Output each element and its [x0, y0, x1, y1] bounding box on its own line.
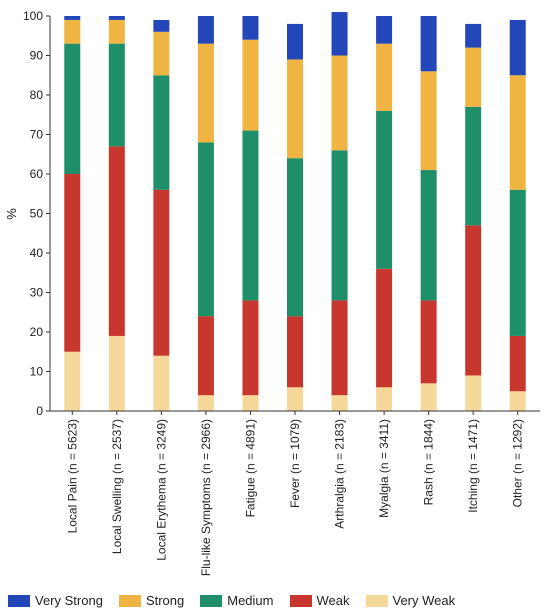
y-tick-label: 70 — [30, 128, 44, 142]
legend-swatch — [289, 594, 312, 607]
x-tick-label: Flu-like Symptoms (n = 2966) — [199, 419, 213, 576]
legend-label: Medium — [227, 593, 274, 608]
bar-segment-strong — [153, 31, 170, 76]
y-tick-label: 100 — [23, 9, 43, 23]
bar-segment-strong — [331, 55, 348, 151]
bar-segment-medium — [376, 110, 393, 269]
bar-segment-weak — [242, 300, 259, 396]
legend-item-very-weak: Very Weak — [365, 593, 456, 608]
legend-swatch — [8, 594, 30, 607]
x-tick-label: Other (n = 1292) — [511, 419, 525, 507]
bar-segment-very-weak — [420, 383, 437, 411]
y-tick-label: 40 — [30, 246, 44, 260]
bar-segment-medium — [287, 158, 303, 317]
x-tick-label: Itching (n = 1471) — [466, 419, 480, 513]
bar-segment-very-strong — [153, 19, 170, 32]
x-tick-label: Rash (n = 1844) — [422, 419, 436, 505]
bar-segment-very-strong — [420, 16, 437, 72]
bar-segment-very-strong — [509, 19, 526, 76]
bar-segment-weak — [420, 300, 437, 384]
bar-segment-medium — [420, 170, 437, 301]
bar-segment-very-strong — [287, 23, 303, 60]
bar-segment-medium — [465, 106, 482, 226]
y-tick-label: 80 — [30, 88, 44, 102]
bar-segment-very-strong — [197, 16, 214, 44]
bar-segment-strong — [376, 43, 393, 111]
legend-label: Very Strong — [35, 593, 103, 608]
y-tick-label: 20 — [30, 325, 44, 339]
legend-label: Strong — [145, 593, 185, 608]
y-tick-label: 50 — [30, 207, 44, 221]
bar-segment-medium — [331, 150, 348, 301]
bar-segment-very-weak — [153, 355, 170, 411]
bar-segment-weak — [287, 316, 303, 388]
bar-segment-weak — [197, 316, 214, 396]
bar-segment-very-weak — [287, 387, 303, 411]
bar-segment-weak — [376, 268, 393, 388]
bar-segment-medium — [509, 189, 526, 336]
y-tick-label: 0 — [36, 404, 43, 418]
y-axis-label: % — [4, 208, 19, 220]
bar-segment-medium — [108, 43, 125, 147]
bar-segment-medium — [242, 130, 259, 301]
bar-segment-very-strong — [376, 16, 393, 44]
bar-segment-medium — [197, 142, 214, 317]
bar-segment-very-weak — [64, 351, 81, 411]
legend-swatch — [118, 594, 141, 607]
bar-segment-weak — [108, 146, 125, 336]
x-tick-label: Myalgia (n = 3411) — [377, 419, 391, 518]
y-tick-label: 90 — [30, 49, 44, 63]
x-tick-label: Arthralgia (n = 2183) — [333, 419, 347, 529]
y-tick-label: 10 — [30, 365, 44, 379]
legend-item-weak: Weak — [289, 593, 350, 608]
x-axis: Local Pain (n = 5623) Local Swelling (n =… — [50, 410, 540, 576]
bar-segment-strong — [465, 47, 482, 107]
bar-segment-very-strong — [242, 16, 259, 40]
bar-segment-strong — [420, 71, 437, 171]
x-tick-label: Local Erythema (n = 3249) — [154, 419, 168, 561]
bar-segment-strong — [242, 39, 259, 131]
bar-segment-strong — [197, 43, 214, 143]
y-tick-label: 60 — [30, 167, 44, 181]
bar-segment-very-strong — [64, 16, 81, 20]
bar-segment-strong — [287, 59, 303, 159]
bar-segment-very-weak — [465, 375, 482, 411]
legend-item-medium: Medium — [200, 593, 274, 608]
bar-segment-very-strong — [108, 16, 125, 20]
bar-segment-strong — [509, 75, 526, 190]
bar-segment-very-weak — [197, 395, 214, 411]
legend-swatch — [365, 594, 388, 607]
stacked-bar-chart: 0 10 20 30 40 50 60 70 80 90 100 Local Pain (n = 5… — [4, 9, 540, 576]
legend-label: Very Weak — [392, 593, 456, 608]
bar-segment-strong — [108, 19, 125, 44]
bar-segment-very-weak — [331, 395, 348, 411]
bar-segment-very-weak — [509, 391, 526, 411]
bar-segment-medium — [64, 43, 81, 175]
y-tick-label: 30 — [30, 286, 44, 300]
x-tick-label: Fever (n = 1079) — [288, 419, 302, 508]
bar-segment-weak — [64, 174, 81, 352]
bar-segment-weak — [331, 300, 348, 396]
x-tick-label: Fatigue (n = 4891) — [243, 419, 257, 517]
bar-segment-weak — [153, 189, 170, 356]
bars — [64, 12, 526, 411]
bar-segment-weak — [465, 225, 482, 376]
y-axis: 0 10 20 30 40 50 60 70 80 90 100 — [23, 9, 51, 418]
bar-segment-very-weak — [108, 335, 125, 411]
bar-segment-very-strong — [331, 12, 348, 56]
bar-segment-very-strong — [465, 23, 482, 48]
x-tick-label: Local Swelling (n = 2537) — [110, 419, 124, 554]
bar-segment-weak — [509, 335, 526, 392]
x-tick-label: Local Pain (n = 5623) — [65, 419, 79, 533]
legend-item-very-strong: Very Strong — [8, 593, 103, 608]
legend-item-strong: Strong — [118, 593, 185, 608]
bar-segment-strong — [64, 19, 81, 44]
legend-swatch — [200, 594, 223, 607]
bar-segment-very-weak — [242, 395, 259, 411]
bar-segment-very-weak — [376, 387, 393, 411]
bar-segment-medium — [153, 75, 170, 190]
legend: Very Strong Strong Medium Weak Very Weak — [8, 593, 455, 608]
legend-label: Weak — [316, 593, 350, 608]
